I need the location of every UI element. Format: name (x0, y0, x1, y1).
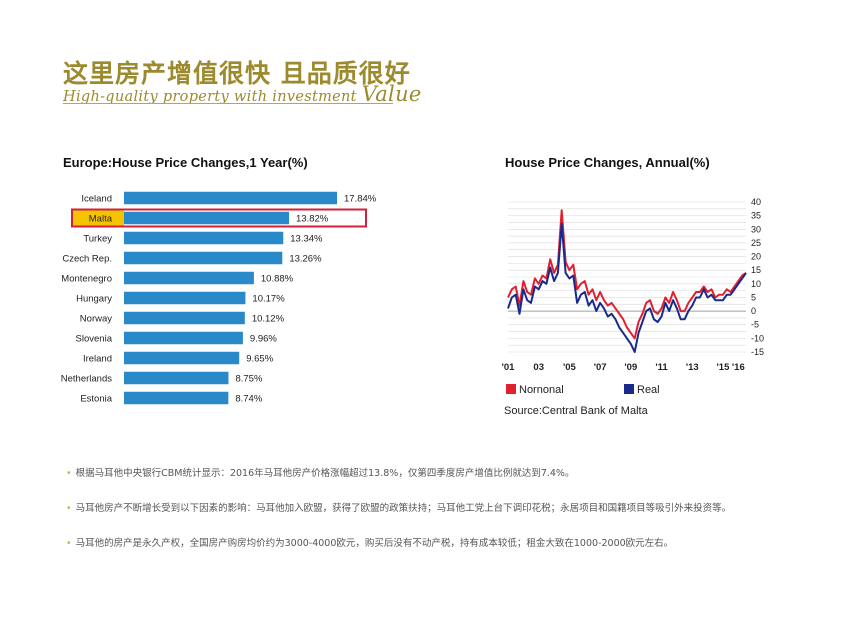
series-line (507, 209, 747, 340)
legend-swatch (624, 384, 634, 394)
x-tick-label: '09 (624, 362, 637, 373)
bar (124, 271, 254, 285)
bullet-icon: • (66, 538, 72, 549)
page-subtitle: High-quality property with investment Va… (63, 82, 422, 106)
note-text: 马耳他房产不断增长受到以下因素的影响：马耳他加入欧盟，获得了欧盟的政策扶持；马耳… (75, 503, 732, 514)
y-tick-label: -10 (751, 333, 764, 343)
bar (124, 191, 337, 205)
y-tick-label: 20 (751, 252, 761, 262)
x-tick-label: '13 (686, 362, 699, 373)
bar (124, 371, 229, 385)
x-tick-label: '15 (717, 362, 731, 373)
legend-swatch (506, 384, 516, 394)
bar (124, 291, 246, 305)
bullet-icon: • (66, 503, 72, 514)
value-label: 8.75% (235, 374, 262, 385)
subtitle-main: High-quality property with investment (63, 89, 357, 105)
x-tick-label: '16 (732, 362, 745, 373)
note-text: 马耳他的房产是永久产权，全国房产购房均价约为3000-4000欧元，购买后没有不… (75, 538, 674, 549)
bar-chart-title: Europe:House Price Changes,1 Year(%) (63, 155, 308, 170)
y-tick-label: 25 (751, 238, 761, 248)
value-label: 10.88% (261, 274, 294, 285)
category-label: Ireland (83, 354, 112, 365)
value-label: 9.96% (250, 334, 277, 345)
subtitle-value: Value (361, 82, 422, 106)
y-tick-label: 5 (751, 292, 756, 302)
legend-label: Real (637, 384, 660, 396)
page-title: 这里房产增值很快 且品质很好 (63, 59, 411, 88)
x-tick-label: '07 (594, 362, 607, 373)
category-label: Hungary (76, 294, 112, 305)
x-tick-label: '11 (655, 362, 668, 373)
category-label: Iceland (81, 194, 112, 205)
y-tick-label: -5 (751, 320, 759, 330)
highlight-frame (71, 208, 367, 228)
value-label: 13.26% (289, 254, 322, 265)
y-tick-label: -15 (751, 347, 764, 357)
bar (124, 351, 240, 365)
value-label: 9.65% (246, 354, 273, 365)
x-tick-label: 03 (533, 362, 544, 373)
bar (124, 391, 229, 405)
y-tick-label: 30 (751, 224, 761, 234)
y-tick-label: 15 (751, 265, 761, 275)
category-label: Malta (89, 214, 113, 225)
y-tick-label: 40 (751, 197, 761, 207)
category-label: Turkey (83, 234, 112, 245)
category-label: Czech Rep. (62, 254, 112, 265)
x-tick-label: '01 (502, 362, 516, 373)
bar (124, 331, 243, 345)
bullet-icon: • (66, 468, 72, 479)
y-tick-label: 10 (751, 279, 761, 289)
highlight-label-bg (73, 210, 124, 226)
value-label: 13.34% (290, 234, 323, 245)
line-chart: 40 35 30 25 20 15 10 5 0 -5 -10 -15 '01 03 '05 '07 '09 '1… (502, 197, 764, 417)
value-label: 10.17% (252, 294, 285, 305)
note-item: • 马耳他的房产是永久产权，全国房产购房均价约为3000-4000欧元，购买后没有… (66, 535, 673, 549)
bar (124, 211, 290, 225)
note-text: 根据马耳他中央银行CBM统计显示：2016年马耳他房产价格涨幅超过13.8%，仅… (75, 468, 575, 479)
bar (124, 311, 245, 325)
value-label: 17.84% (344, 194, 377, 205)
category-label: Netherlands (61, 374, 112, 385)
value-label: 8.74% (235, 394, 262, 405)
y-tick-label: 35 (751, 211, 761, 221)
category-label: Montenegro (61, 274, 112, 285)
source-label: Source:Central Bank of Malta (504, 405, 649, 417)
value-label: 10.12% (252, 314, 285, 325)
line-chart-title: House Price Changes, Annual(%) (505, 155, 710, 170)
note-item: • 根据马耳他中央银行CBM统计显示：2016年马耳他房产价格涨幅超过13.8%，… (66, 465, 574, 479)
category-label: Estonia (80, 394, 112, 405)
category-label: Slovenia (76, 334, 113, 345)
series-line (507, 222, 747, 353)
note-item: • 马耳他房产不断增长受到以下因素的影响：马耳他加入欧盟，获得了欧盟的政策扶持；马… (66, 500, 731, 514)
bar-chart: Iceland 17.84% Malta 13.82% Turkey 13.34% Czec… (61, 191, 377, 405)
bar (124, 231, 284, 245)
legend-label: Nornonal (519, 384, 564, 396)
bar (124, 251, 283, 265)
x-tick-label: '05 (563, 362, 577, 373)
value-label: 13.82% (296, 214, 329, 225)
title-underline (63, 103, 393, 104)
category-label: Norway (80, 314, 112, 325)
y-tick-label: 0 (751, 306, 756, 316)
